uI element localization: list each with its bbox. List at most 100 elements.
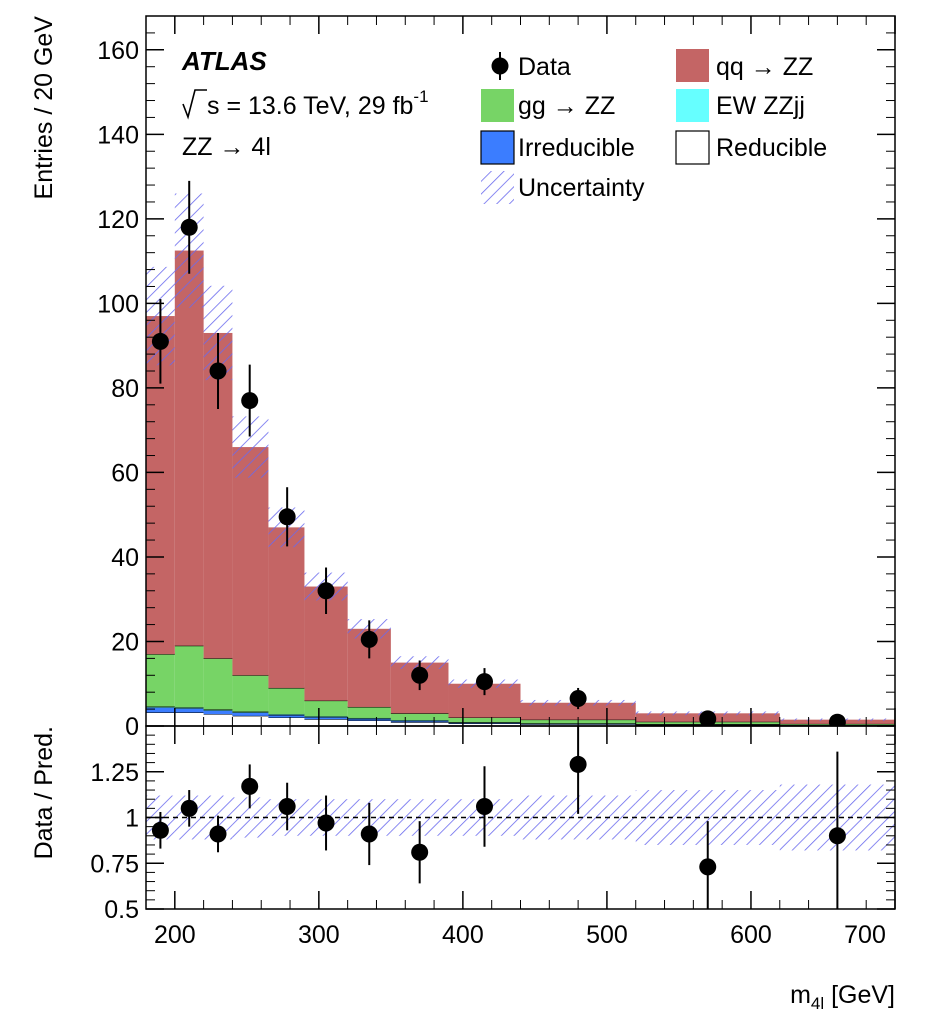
y-axis-title: Entries / 20 GeV bbox=[30, 16, 58, 200]
y-tick-label-3: 60 bbox=[111, 459, 139, 487]
legend-uncertainty-swatch bbox=[481, 171, 514, 204]
x-tick-label-3: 500 bbox=[586, 921, 628, 949]
legend-ggzz-swatch bbox=[481, 89, 514, 122]
y-tick-label-8: 160 bbox=[97, 37, 139, 65]
data-point-1 bbox=[180, 218, 198, 236]
svg-text:gg → ZZ: gg → ZZ bbox=[518, 92, 615, 120]
legend-entry-ewzz: EW ZZjj bbox=[676, 89, 805, 122]
data-point-2 bbox=[209, 362, 227, 380]
bar-qq-zz-1 bbox=[174, 250, 204, 646]
ratio-point-8 bbox=[475, 798, 493, 816]
ratio-point-2 bbox=[209, 825, 227, 843]
legend-reducible-swatch bbox=[675, 130, 710, 165]
svg-text:s = 13.6 TeV, 29 fb-1: s = 13.6 TeV, 29 fb-1 bbox=[207, 87, 429, 120]
data-point-4 bbox=[278, 508, 296, 526]
bar-irreducible-2 bbox=[203, 710, 233, 715]
svg-text:Reducible: Reducible bbox=[716, 134, 827, 162]
svg-text:EW ZZjj: EW ZZjj bbox=[716, 92, 805, 120]
bar-irreducible-1 bbox=[174, 708, 204, 713]
legend-entry-ggzz: gg → ZZ bbox=[481, 89, 615, 122]
x-axis-title: m4l [GeV] bbox=[790, 981, 895, 1013]
legend-entry-irreducible: Irreducible bbox=[480, 130, 635, 165]
channel-label: ZZ → 4l bbox=[182, 133, 271, 161]
ratio-y-tick-label-0: 0.5 bbox=[104, 896, 139, 924]
bar-gg-zz-8 bbox=[448, 717, 521, 723]
bar-gg-zz-5 bbox=[304, 700, 348, 717]
legend: Data qq → ZZ gg → ZZ EW ZZjj Irreducible… bbox=[480, 49, 827, 204]
bar-gg-zz-1 bbox=[174, 645, 204, 708]
y-tick-label-2: 40 bbox=[111, 544, 139, 572]
ratio-y-tick-label-1: 0.75 bbox=[90, 850, 139, 878]
bar-irreducible-7 bbox=[390, 720, 449, 723]
data-point-0 bbox=[151, 332, 169, 350]
bar-gg-zz-3 bbox=[232, 675, 269, 712]
bar-reducible-3 bbox=[232, 715, 269, 726]
bar-reducible-2 bbox=[203, 714, 233, 726]
bar-gg-zz-7 bbox=[390, 713, 449, 721]
y-tick-label-5: 100 bbox=[97, 290, 139, 318]
x-tick-label-2: 400 bbox=[442, 921, 484, 949]
legend-ewzz-swatch bbox=[676, 89, 709, 122]
bar-irreducible-4 bbox=[268, 715, 305, 718]
ratio-point-6 bbox=[360, 825, 378, 843]
bar-reducible-0 bbox=[146, 712, 175, 726]
ratio-point-7 bbox=[411, 843, 429, 861]
bar-reducible-7 bbox=[390, 722, 449, 726]
sqrt-sign bbox=[182, 89, 207, 120]
ratio-point-10 bbox=[699, 858, 717, 876]
svg-text:Data: Data bbox=[518, 53, 571, 81]
bar-reducible-5 bbox=[304, 719, 348, 726]
data-point-6 bbox=[360, 630, 378, 648]
bar-gg-zz-4 bbox=[268, 687, 305, 715]
bar-qq-zz-4 bbox=[268, 527, 305, 688]
x-tick-label-1: 300 bbox=[298, 921, 340, 949]
ratio-point-11 bbox=[828, 827, 846, 845]
bar-irreducible-0 bbox=[146, 707, 175, 713]
legend-irreducible-swatch bbox=[480, 130, 515, 165]
svg-text:Uncertainty: Uncertainty bbox=[518, 174, 645, 202]
x-tick-label-4: 600 bbox=[730, 921, 772, 949]
y-tick-label-6: 120 bbox=[97, 206, 139, 234]
ratio-point-5 bbox=[317, 814, 335, 832]
bar-reducible-8 bbox=[448, 723, 521, 726]
bar-reducible-1 bbox=[174, 712, 204, 726]
main-axis-ticks: 0 20 40 60 80 100 120 140 160 bbox=[97, 15, 896, 741]
svg-text:Irreducible: Irreducible bbox=[518, 134, 635, 162]
bar-irreducible-5 bbox=[304, 717, 348, 720]
legend-entry-uncertainty: Uncertainty bbox=[481, 171, 645, 204]
bar-reducible-6 bbox=[347, 720, 391, 726]
energy-label: s = 13.6 TeV, 29 fb-1 bbox=[182, 87, 429, 120]
ratio-axis-ticks: 200 300 400 500 600 700 0.5 0.75 1 1.25 bbox=[90, 726, 896, 949]
ratio-point-1 bbox=[180, 799, 198, 817]
legend-entry-qqzz: qq → ZZ bbox=[676, 49, 813, 82]
bar-qq-zz-3 bbox=[232, 447, 269, 676]
data-point-10 bbox=[699, 710, 717, 726]
data-point-9 bbox=[569, 690, 587, 708]
ratio-y-axis-title: Data / Pred. bbox=[30, 726, 58, 859]
data-point-3 bbox=[241, 392, 259, 410]
data-point-5 bbox=[317, 582, 335, 600]
bar-gg-zz-2 bbox=[203, 658, 233, 710]
ratio-y-tick-label-2: 1 bbox=[125, 805, 139, 833]
bar-reducible-4 bbox=[268, 717, 305, 726]
experiment-label: ATLAS bbox=[181, 46, 267, 76]
ratio-point-0 bbox=[151, 821, 169, 839]
legend-entry-data: Data bbox=[491, 52, 571, 81]
y-tick-label-0: 0 bbox=[125, 713, 139, 741]
x-tick-label-0: 200 bbox=[154, 921, 196, 949]
bar-gg-zz-0 bbox=[146, 654, 175, 707]
ratio-point-4 bbox=[278, 798, 296, 816]
y-tick-label-4: 80 bbox=[111, 375, 139, 403]
legend-data-marker bbox=[491, 57, 509, 75]
bar-irreducible-6 bbox=[347, 718, 391, 721]
legend-qqzz-swatch bbox=[676, 49, 709, 82]
svg-text:qq → ZZ: qq → ZZ bbox=[716, 53, 813, 81]
data-point-7 bbox=[411, 666, 429, 684]
ratio-point-3 bbox=[241, 777, 259, 795]
bar-gg-zz-6 bbox=[347, 706, 391, 718]
legend-entry-reducible: Reducible bbox=[675, 130, 827, 165]
ratio-points bbox=[151, 726, 846, 909]
x-tick-label-5: 700 bbox=[844, 921, 886, 949]
y-tick-label-1: 20 bbox=[111, 628, 139, 656]
